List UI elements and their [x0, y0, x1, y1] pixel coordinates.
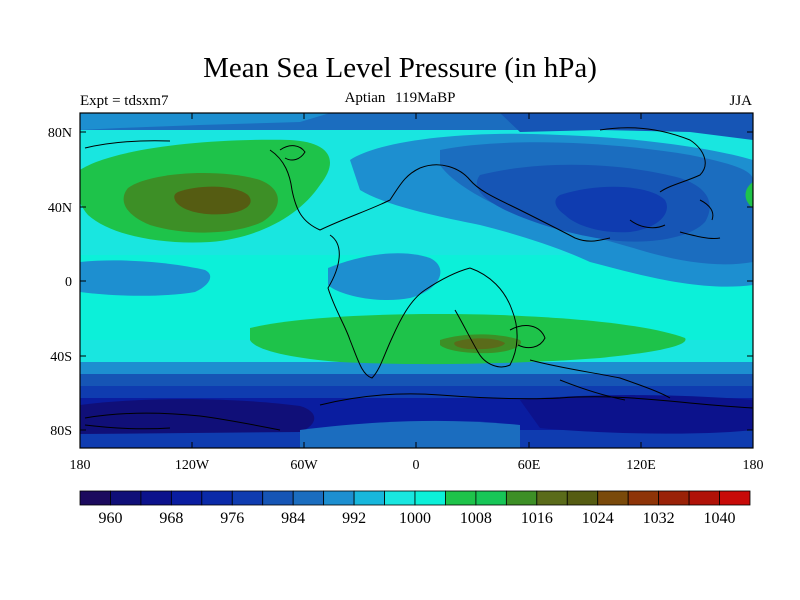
colorbar-swatch — [201, 490, 233, 506]
colorbar-label: 1008 — [460, 510, 492, 527]
colorbar-label: 1040 — [704, 510, 736, 527]
colorbar-swatch — [140, 490, 172, 506]
colorbar-label: 1000 — [399, 510, 431, 527]
lat-tick-label: 80N — [48, 126, 72, 141]
lat-axis: 80N 40N 0 40S 80S — [48, 126, 753, 439]
colorbar-label: 1016 — [521, 510, 553, 527]
lat-tick-label: 40N — [48, 201, 72, 216]
coast-tethys — [419, 164, 611, 242]
coast-north-america-west — [84, 140, 421, 231]
colorbar-label: 1024 — [582, 510, 614, 527]
colorbar-label: 960 — [98, 510, 122, 527]
coast-south-america — [327, 234, 471, 379]
map-subtitle: Aptian 119MaBP — [344, 90, 456, 106]
lon-tick-label: 120W — [175, 458, 210, 473]
equatorial-low-mid — [328, 253, 441, 301]
antarctic-light — [300, 420, 520, 448]
coast-asia-east — [599, 127, 706, 193]
colorbar-swatch — [353, 490, 385, 506]
colorbar-swatch — [323, 490, 355, 506]
lat-tick-label: 0 — [65, 275, 72, 290]
lon-tick-label: 60W — [290, 458, 318, 473]
polar-low-west — [80, 113, 330, 130]
colorbar-swatch — [414, 490, 446, 506]
southern-low-east — [520, 395, 753, 434]
colorbar-swatch — [292, 490, 325, 506]
colorbar-swatch — [170, 490, 203, 506]
lon-tick-label: 120E — [626, 458, 656, 473]
colorbar-swatch — [658, 490, 690, 506]
lon-axis: 180 120W 60W 0 60E 120E 180 — [70, 113, 764, 473]
colorbar-swatch — [688, 490, 720, 506]
colorbar-swatch — [384, 490, 416, 506]
colorbar-label: 992 — [342, 510, 366, 527]
coast-pacific-south — [84, 412, 281, 431]
colorbar-swatch — [536, 490, 568, 506]
lat-tick-label: 80S — [50, 424, 72, 439]
lon-tick-label: 180 — [743, 458, 764, 473]
colorbar-swatch — [627, 490, 660, 506]
colorbar-swatch — [445, 490, 477, 506]
experiment-label: Expt = tdsxm7 — [80, 93, 169, 109]
lon-tick-label: 60E — [518, 458, 541, 473]
pressure-field — [80, 113, 753, 448]
colorbar-swatch — [110, 490, 142, 506]
colorbar-swatch — [566, 490, 599, 506]
coastlines — [84, 127, 753, 431]
colorbar-swatch — [719, 490, 751, 506]
coast-australia-antarctica — [529, 359, 671, 401]
map-title: Mean Sea Level Pressure (in hPa) — [203, 52, 597, 84]
southern-low-west — [80, 399, 315, 434]
lat-tick-label: 40S — [50, 350, 72, 365]
colorbar-swatch — [79, 490, 111, 506]
colorbar-swatch — [505, 490, 538, 506]
colorbar-labels: 960 968 976 984 992 1000 1008 1016 1024 1032 1040 — [98, 510, 735, 527]
polar-low-east — [500, 113, 753, 140]
coast-islands-pacific — [629, 199, 721, 239]
colorbar-label: 984 — [281, 510, 305, 527]
colorbar-label: 1032 — [643, 510, 675, 527]
colorbar-swatch — [475, 490, 507, 506]
coast-india-madagascar — [509, 325, 546, 349]
east-high-tip — [745, 182, 753, 208]
coast-antarctica — [319, 393, 753, 409]
asian-low-core — [555, 186, 667, 233]
south-high-1016 — [454, 338, 505, 350]
equatorial-low-west — [80, 260, 211, 296]
colorbar-label: 968 — [159, 510, 183, 527]
colorbar — [79, 490, 751, 506]
colorbar-swatch — [262, 490, 294, 506]
pacific-high-1020 — [174, 186, 251, 215]
colorbar-label: 976 — [220, 510, 244, 527]
colorbar-swatch — [597, 490, 629, 506]
colorbar-swatch — [231, 490, 264, 506]
lon-tick-label: 180 — [70, 458, 91, 473]
lon-tick-label: 0 — [413, 458, 420, 473]
season-label: JJA — [729, 93, 752, 109]
coast-africa — [454, 267, 518, 368]
coast-beringia — [279, 145, 306, 161]
